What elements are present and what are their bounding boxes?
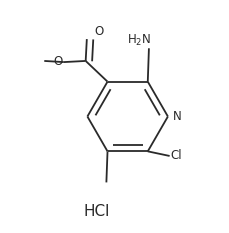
Text: N: N [172, 110, 180, 123]
Text: H$_2$N: H$_2$N [126, 32, 150, 48]
Text: Cl: Cl [170, 149, 182, 162]
Text: HCl: HCl [83, 204, 109, 219]
Text: O: O [53, 55, 63, 68]
Text: O: O [94, 25, 103, 38]
